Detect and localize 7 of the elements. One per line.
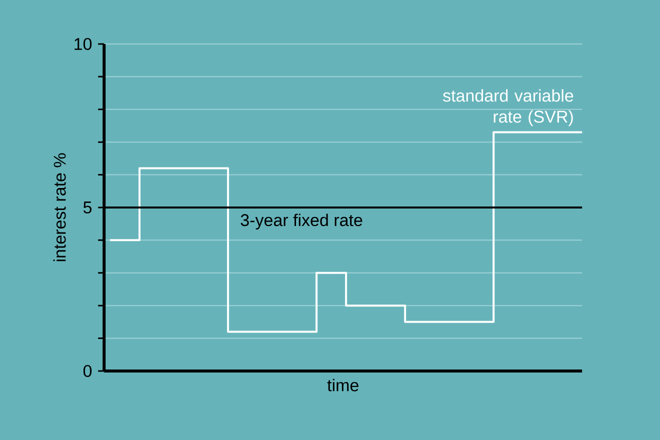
y-tick-label: 5 xyxy=(83,202,92,214)
x-axis-title: time xyxy=(327,378,358,392)
y-tick-label: 10 xyxy=(74,38,92,50)
annotation: standard variable rate (SVR) xyxy=(443,89,574,126)
y-tick-label: 0 xyxy=(83,364,92,378)
ref-line-label: 3-year fixed rate xyxy=(240,214,362,230)
y-axis-title: interest rate % xyxy=(53,153,66,262)
